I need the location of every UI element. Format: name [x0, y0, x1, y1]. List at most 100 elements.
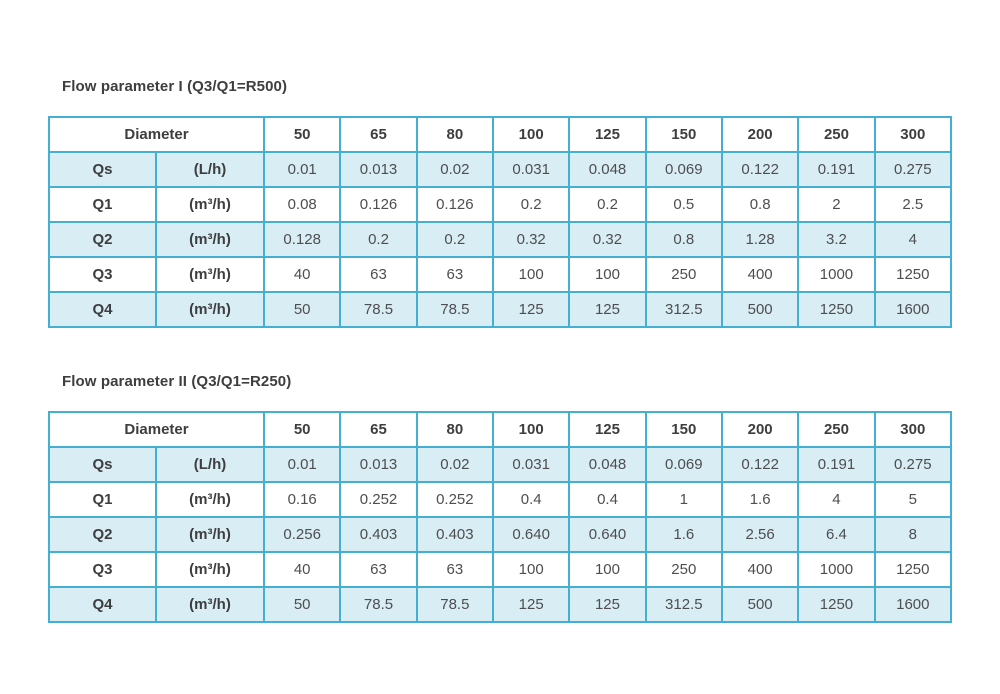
value-cell: 0.02 [415, 446, 495, 483]
value-cell: 0.013 [339, 446, 418, 483]
value-cell: 0.069 [644, 446, 723, 483]
value-cell: 400 [720, 256, 800, 293]
flow-parameter-1-title: Flow parameter I (Q3/Q1=R500) [62, 78, 288, 95]
diameter-size-header: 100 [491, 116, 571, 153]
diameter-header-cell: Diameter [47, 116, 266, 153]
diameter-size-header: 200 [720, 116, 800, 153]
value-cell: 1600 [873, 291, 953, 328]
table-row: Qs (L/h) 0.01 0.013 0.02 0.031 0.048 0.069 0.122… [48, 446, 953, 483]
value-cell: 78.5 [339, 291, 418, 328]
value-cell: 78.5 [415, 291, 495, 328]
value-cell: 2.5 [873, 186, 953, 223]
value-cell: 63 [415, 256, 495, 293]
value-cell: 0.32 [491, 221, 571, 258]
diameter-size-header: 250 [797, 116, 876, 153]
value-cell: 63 [339, 256, 418, 293]
parameter-name-cell: Q3 [48, 256, 157, 293]
value-cell: 250 [644, 256, 723, 293]
table-row: Q1 (m³/h) 0.16 0.252 0.252 0.4 0.4 1 1.6 4 5 [48, 481, 953, 518]
diameter-size-header: 300 [873, 411, 953, 448]
value-cell: 4 [873, 221, 953, 258]
value-cell: 125 [568, 291, 647, 328]
value-cell: 0.8 [644, 221, 723, 258]
value-cell: 2.56 [720, 516, 800, 553]
value-cell: 125 [491, 586, 571, 623]
value-cell: 0.403 [339, 516, 418, 553]
value-cell: 125 [491, 291, 571, 328]
value-cell: 0.252 [415, 481, 495, 518]
value-cell: 40 [263, 551, 342, 588]
value-cell: 100 [491, 551, 571, 588]
value-cell: 0.01 [263, 446, 342, 483]
parameter-unit-cell: (m³/h) [154, 291, 266, 328]
table-row: Q4 (m³/h) 50 78.5 78.5 125 125 312.5 500 1250 1600 [48, 586, 953, 623]
value-cell: 0.191 [797, 446, 876, 483]
value-cell: 0.191 [797, 151, 876, 188]
table-row: Qs (L/h) 0.01 0.013 0.02 0.031 0.048 0.069 0.122… [48, 151, 953, 188]
value-cell: 0.2 [568, 186, 647, 223]
flow-parameter-section-2: Flow parameter II (Q3/Q1=R250) Diameter 5… [47, 373, 953, 623]
diameter-size-header: 150 [644, 116, 723, 153]
diameter-size-header: 50 [263, 116, 342, 153]
value-cell: 5 [873, 481, 953, 518]
diameter-size-header: 300 [873, 116, 953, 153]
diameter-size-header: 80 [415, 411, 495, 448]
parameter-unit-cell: (m³/h) [154, 186, 266, 223]
value-cell: 250 [644, 551, 723, 588]
value-cell: 2 [797, 186, 876, 223]
value-cell: 0.2 [415, 221, 495, 258]
value-cell: 500 [720, 291, 800, 328]
value-cell: 0.4 [491, 481, 571, 518]
diameter-size-header: 125 [568, 116, 647, 153]
value-cell: 1 [644, 481, 723, 518]
value-cell: 63 [339, 551, 418, 588]
parameter-name-cell: Q3 [48, 551, 157, 588]
table-row: Q2 (m³/h) 0.256 0.403 0.403 0.640 0.640 1.6 2.56… [48, 516, 953, 553]
parameter-unit-cell: (L/h) [154, 151, 266, 188]
value-cell: 0.01 [263, 151, 342, 188]
table-row: Q3 (m³/h) 40 63 63 100 100 250 400 1000 1250 [48, 256, 953, 293]
value-cell: 1.28 [720, 221, 800, 258]
value-cell: 78.5 [415, 586, 495, 623]
value-cell: 1600 [873, 586, 953, 623]
value-cell: 0.013 [339, 151, 418, 188]
value-cell: 0.275 [873, 446, 953, 483]
value-cell: 0.4 [568, 481, 647, 518]
value-cell: 4 [797, 481, 876, 518]
value-cell: 0.031 [491, 446, 571, 483]
parameter-unit-cell: (L/h) [154, 446, 266, 483]
value-cell: 78.5 [339, 586, 418, 623]
diameter-size-header: 250 [797, 411, 876, 448]
value-cell: 125 [568, 586, 647, 623]
diameter-size-header: 150 [644, 411, 723, 448]
flow-parameter-section-1: Flow parameter I (Q3/Q1=R500) Diameter 50… [47, 78, 953, 328]
value-cell: 0.640 [491, 516, 571, 553]
diameter-header-cell: Diameter [47, 411, 266, 448]
parameter-name-cell: Qs [48, 151, 157, 188]
diameter-size-header: 65 [339, 411, 418, 448]
parameter-unit-cell: (m³/h) [154, 586, 266, 623]
value-cell: 0.048 [568, 446, 647, 483]
value-cell: 50 [263, 586, 342, 623]
value-cell: 312.5 [644, 291, 723, 328]
parameter-name-cell: Q4 [48, 291, 157, 328]
value-cell: 0.32 [568, 221, 647, 258]
value-cell: 8 [873, 516, 953, 553]
flow-parameter-2-title: Flow parameter II (Q3/Q1=R250) [62, 373, 292, 390]
value-cell: 1.6 [720, 481, 800, 518]
value-cell: 0.2 [339, 221, 418, 258]
value-cell: 0.2 [491, 186, 571, 223]
value-cell: 0.02 [415, 151, 495, 188]
value-cell: 0.069 [644, 151, 723, 188]
value-cell: 0.122 [720, 151, 800, 188]
value-cell: 0.126 [415, 186, 495, 223]
parameter-unit-cell: (m³/h) [154, 256, 266, 293]
table-row: Q4 (m³/h) 50 78.5 78.5 125 125 312.5 500 1250 1600 [48, 291, 953, 328]
value-cell: 100 [568, 256, 647, 293]
parameter-unit-cell: (m³/h) [154, 516, 266, 553]
table-row: Q2 (m³/h) 0.128 0.2 0.2 0.32 0.32 0.8 1.28 3.2 4 [48, 221, 953, 258]
parameter-name-cell: Q1 [48, 186, 157, 223]
value-cell: 0.16 [263, 481, 342, 518]
parameter-name-cell: Qs [48, 446, 157, 483]
